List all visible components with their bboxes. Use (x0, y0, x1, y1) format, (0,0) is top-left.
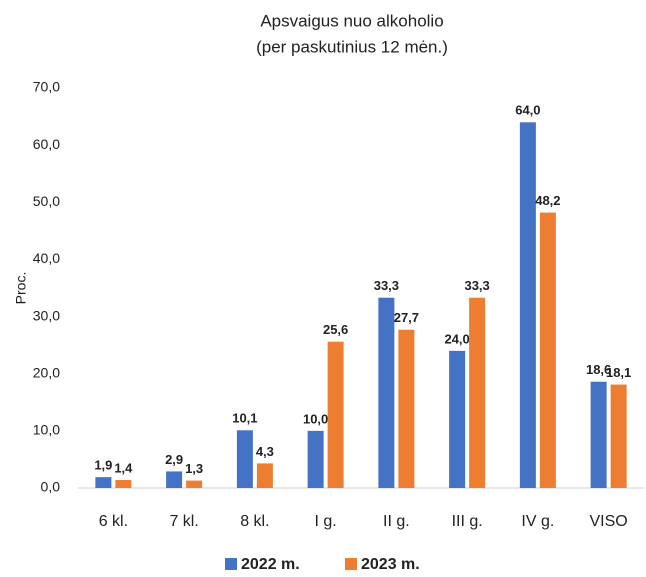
bar (610, 384, 627, 488)
data-label: 64,0 (515, 103, 540, 118)
legend-label: 2022 m. (241, 556, 300, 573)
legend-swatch (225, 558, 237, 570)
bar (256, 463, 273, 488)
data-label: 33,3 (374, 278, 399, 293)
x-tick-label: II g. (383, 513, 410, 530)
bar (95, 477, 112, 488)
data-label: 18,6 (586, 362, 611, 377)
bar (186, 480, 203, 488)
bar (327, 341, 344, 488)
y-tick-label: 50,0 (33, 193, 60, 209)
x-tick-label: 7 kl. (169, 513, 198, 530)
chart-title: Apsvaigus nuo alkoholio (260, 11, 443, 30)
y-tick-label: 60,0 (33, 136, 60, 152)
y-tick-label: 70,0 (33, 79, 60, 95)
y-tick-label: 0,0 (41, 479, 61, 495)
x-tick-label: I g. (315, 513, 337, 530)
data-label: 2,9 (165, 452, 183, 467)
y-axis-label: Proc. (13, 272, 29, 305)
bar (590, 381, 607, 488)
data-label: 18,1 (606, 365, 631, 380)
x-tick-label: 8 kl. (240, 513, 269, 530)
data-label: 4,3 (256, 444, 274, 459)
bar (539, 212, 556, 489)
data-label: 24,0 (444, 331, 469, 346)
bar (378, 297, 395, 488)
data-label: 10,1 (232, 411, 257, 426)
bar (236, 430, 253, 488)
bar (115, 480, 132, 488)
data-label: 48,2 (535, 193, 560, 208)
bar (449, 350, 466, 488)
bar (307, 430, 324, 488)
data-label: 27,7 (394, 310, 419, 325)
bar (469, 297, 486, 488)
data-label: 33,3 (464, 278, 489, 293)
x-tick-label: IV g. (521, 513, 554, 530)
bar (398, 329, 415, 488)
x-tick-label: III g. (452, 513, 483, 530)
data-label: 1,4 (114, 460, 133, 475)
data-label: 1,9 (94, 458, 112, 473)
x-tick-label: VISO (590, 513, 628, 530)
legend-swatch (345, 558, 357, 570)
x-tick-label: 6 kl. (99, 513, 128, 530)
bar (166, 471, 183, 488)
bar (519, 122, 536, 489)
chart-title: (per paskutinius 12 mėn.) (256, 37, 448, 56)
data-label: 25,6 (323, 322, 348, 337)
data-label: 1,3 (185, 461, 203, 476)
legend-label: 2023 m. (361, 556, 420, 573)
y-tick-label: 40,0 (33, 250, 60, 266)
y-tick-label: 10,0 (33, 422, 60, 438)
data-label: 10,0 (303, 411, 328, 426)
y-tick-label: 30,0 (33, 307, 60, 323)
y-tick-label: 20,0 (33, 364, 60, 380)
